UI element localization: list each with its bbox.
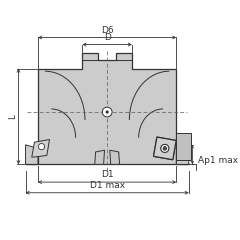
Text: D1 max: D1 max <box>90 181 125 190</box>
Polygon shape <box>25 145 38 164</box>
Text: Ap1 max: Ap1 max <box>198 156 238 165</box>
Circle shape <box>161 144 169 152</box>
Polygon shape <box>154 137 176 160</box>
Polygon shape <box>154 137 176 160</box>
Circle shape <box>102 107 112 117</box>
Polygon shape <box>95 150 104 164</box>
Polygon shape <box>32 139 49 157</box>
Circle shape <box>163 147 167 150</box>
Circle shape <box>161 144 169 152</box>
Circle shape <box>106 111 108 113</box>
Circle shape <box>38 144 45 150</box>
Polygon shape <box>176 145 189 164</box>
Circle shape <box>163 147 167 150</box>
Polygon shape <box>25 53 189 164</box>
Text: L: L <box>9 114 18 119</box>
Text: D1: D1 <box>101 170 114 180</box>
Text: D: D <box>104 33 111 42</box>
Polygon shape <box>176 133 191 160</box>
Polygon shape <box>110 150 120 164</box>
Text: D6: D6 <box>101 26 114 35</box>
